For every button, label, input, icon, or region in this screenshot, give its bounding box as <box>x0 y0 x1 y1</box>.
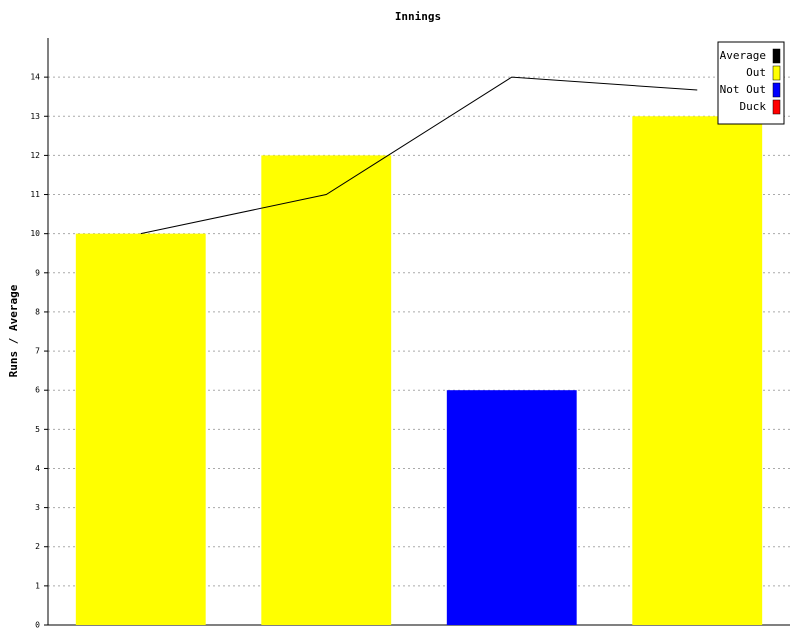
legend-swatch <box>772 82 781 98</box>
bar <box>75 233 206 625</box>
bar <box>261 155 392 625</box>
y-tick-label: 6 <box>35 386 40 395</box>
y-tick-label: 14 <box>30 73 40 82</box>
y-tick-label: 9 <box>35 268 40 277</box>
bar <box>446 390 577 625</box>
y-tick-label: 1 <box>35 581 40 590</box>
legend-swatch <box>772 48 781 64</box>
y-tick-label: 0 <box>35 621 40 630</box>
legend-label: Not Out <box>720 83 766 96</box>
y-tick-label: 2 <box>35 542 40 551</box>
y-tick-label: 11 <box>30 190 40 199</box>
line <box>140 76 698 235</box>
bar <box>632 116 763 626</box>
legend-swatch <box>772 65 781 81</box>
legend-swatch <box>772 99 781 115</box>
legend-label: Duck <box>740 100 767 113</box>
y-tick-label: 7 <box>35 347 40 356</box>
y-axis-label: Runs / Average <box>7 284 20 377</box>
y-tick-label: 8 <box>35 307 40 316</box>
y-tick-label: 13 <box>30 112 40 121</box>
y-tick-label: 12 <box>30 151 40 160</box>
y-tick-label: 5 <box>35 425 40 434</box>
chart-title: Innings <box>395 10 441 23</box>
y-tick-label: 4 <box>35 464 40 473</box>
legend-label: Out <box>746 66 766 79</box>
y-tick-label: 3 <box>35 503 40 512</box>
y-tick-label: 10 <box>30 229 40 238</box>
legend-label: Average <box>720 49 766 62</box>
